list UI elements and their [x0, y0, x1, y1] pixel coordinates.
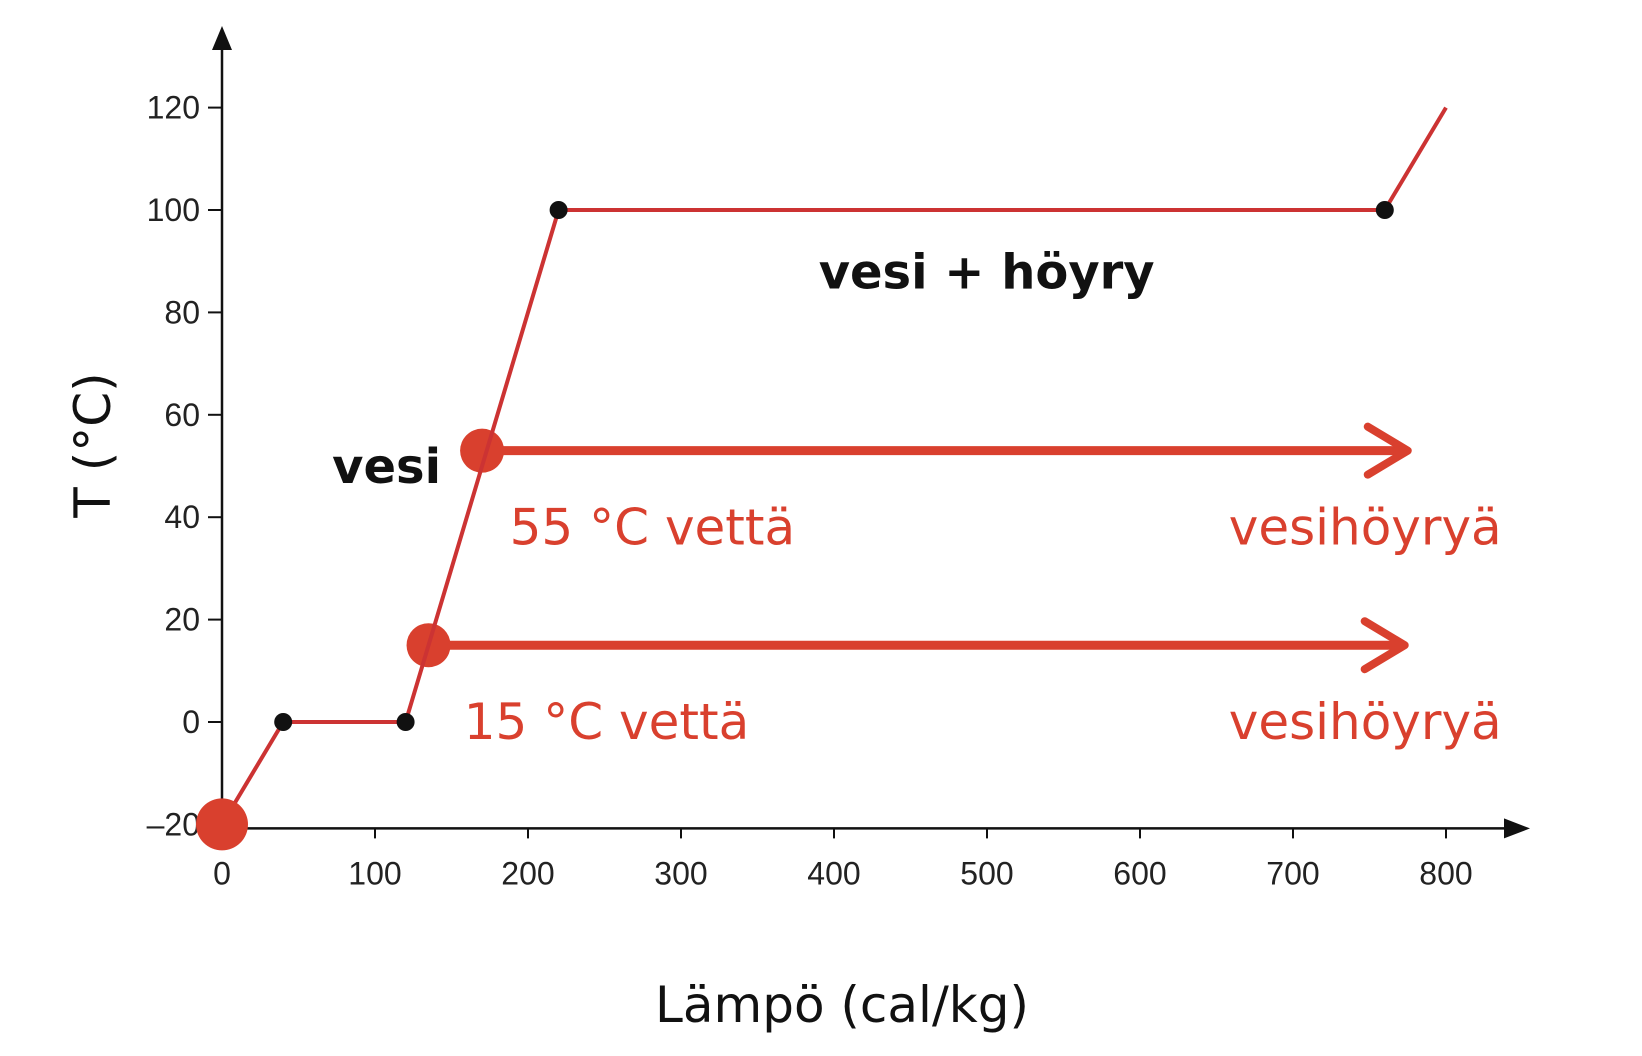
y-axis-arrow-head: [212, 26, 232, 50]
axes: [212, 26, 1530, 839]
annotations: vesi + höyry vesi 55 °C vettä vesihöyryä 15 …: [332, 244, 1502, 751]
y-tick-label: 40: [164, 499, 200, 535]
y-tick-label: 80: [164, 294, 200, 330]
x-tick-label: 700: [1266, 855, 1319, 891]
vertex-point: [1375, 201, 1394, 219]
x-tick-label: 0: [213, 855, 231, 891]
arrow-start-dot: [460, 428, 505, 473]
y-tick-label: 20: [164, 602, 200, 638]
annotation-text: 15 °C vettä: [464, 693, 750, 751]
x-axis-label: Lämpö (cal/kg): [655, 976, 1029, 1034]
y-tick-label: 120: [147, 90, 200, 126]
annotation-text: vesihöyryä: [1229, 498, 1502, 556]
x-tick-label: 300: [654, 855, 707, 891]
x-axis-arrow-head: [1504, 818, 1530, 839]
y-tick-label: 100: [147, 192, 200, 228]
vertex-point: [274, 713, 293, 731]
vertex-point: [396, 713, 415, 731]
x-tick-label: 600: [1113, 855, 1166, 891]
y-tick-label: –20: [147, 806, 200, 842]
x-tick-label: 800: [1419, 855, 1472, 891]
annotation-text: vesi: [332, 439, 441, 495]
arrow-head: [1363, 422, 1412, 479]
start-point: [196, 798, 248, 851]
annotation-text: vesihöyryä: [1229, 693, 1502, 751]
x-tick-label: 400: [807, 855, 860, 891]
arrow-head: [1360, 617, 1409, 674]
annotation-text: 55 °C vettä: [510, 498, 796, 556]
x-tick-label: 100: [348, 855, 401, 891]
ticks: 0 100 200 300 400 500 600 700 800 –20 0 20 40 60 80 100…: [147, 90, 1473, 892]
x-tick-label: 500: [960, 855, 1013, 891]
annotation-text: vesi + höyry: [819, 244, 1155, 300]
y-axis-label: T (°C): [64, 372, 122, 518]
y-tick-label: 0: [182, 704, 200, 740]
y-tick-label: 60: [164, 397, 200, 433]
series: [196, 106, 1448, 851]
heating-curve-line: [220, 106, 1448, 826]
x-tick-label: 200: [501, 855, 554, 891]
heating-arrows: [406, 422, 1412, 674]
vertex-point: [549, 201, 568, 219]
